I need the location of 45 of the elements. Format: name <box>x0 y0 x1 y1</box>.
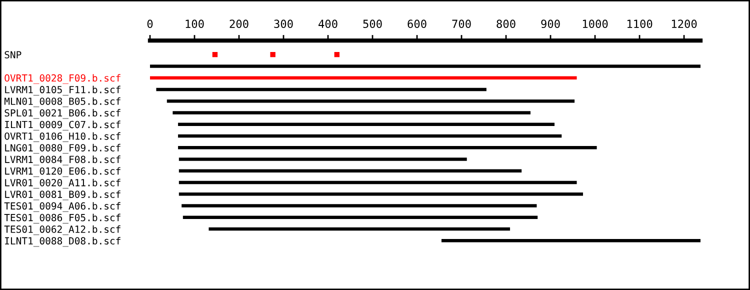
bar <box>182 216 538 220</box>
x-tick-label: 200 <box>230 20 248 28</box>
bar <box>172 111 530 114</box>
bar <box>156 88 486 92</box>
bar <box>208 227 510 231</box>
x-tick-label: 1000 <box>582 20 608 28</box>
bar <box>178 146 597 150</box>
x-tick-label: 300 <box>274 20 293 28</box>
y-tick-label: MLN01_0008_B05.b.scf <box>4 97 120 108</box>
y-tick-label: ILNT1_0009_C07.b.scf <box>5 120 120 130</box>
bar <box>441 239 700 242</box>
bar <box>150 76 577 80</box>
y-tick-label: LVRM1_0105_F11.b.scf <box>5 86 120 96</box>
bar <box>178 180 577 184</box>
x-tick-label: 700 <box>452 20 471 28</box>
bar <box>178 158 467 161</box>
bar <box>178 134 562 138</box>
bar <box>178 192 584 196</box>
x-tick-label: 600 <box>408 20 426 28</box>
x-tick-label: 900 <box>541 20 560 28</box>
y-tick-label: SPL01_0021_B06.b.scf <box>4 109 120 119</box>
y-tick-label: SNP <box>4 51 22 58</box>
y-tick-label: LVRM1_0084_F08.b.scf <box>5 156 120 166</box>
y-tick-label: LVR01_0020_A11.b.scf <box>5 178 120 189</box>
y-tick-label: OVRT1_0028_F09.b.scf <box>4 74 120 84</box>
y-tick-label: TES01_0094_A06.b.scf <box>4 202 120 212</box>
x-tick-label: 800 <box>496 20 516 28</box>
y-tick-label: ILNT1_0088_D08.b.scf <box>5 236 120 247</box>
y-tick-label: LNG01_0080_F09.b.scf <box>5 144 120 154</box>
bar <box>166 99 575 103</box>
x-tick-label: 400 <box>318 20 338 28</box>
x-tick-label: 0 <box>147 20 153 28</box>
bar <box>178 122 555 126</box>
y-tick-label: LVRM1_0120_E06.b.scf <box>5 167 120 177</box>
y-tick-label: OVRT1_0106_H10.b.scf <box>4 132 120 142</box>
x-tick-label: 1200 <box>672 20 697 28</box>
x-tick-label: 500 <box>363 20 382 28</box>
x-tick-label: 100 <box>186 20 204 28</box>
bar <box>182 204 537 208</box>
bar <box>178 169 522 173</box>
y-tick-label: TES01_0062_A12.b.scf <box>4 225 120 236</box>
x-tick-label: 1100 <box>627 20 652 28</box>
bar <box>150 64 700 68</box>
y-tick-label: LVR01_0081_B09.b.scf <box>5 190 120 200</box>
y-tick-label: TES01_0086_F05.b.scf <box>4 214 120 224</box>
